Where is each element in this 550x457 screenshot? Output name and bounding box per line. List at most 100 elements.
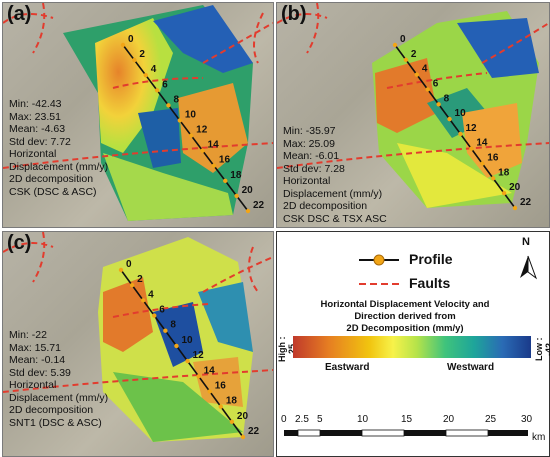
stats-block: Min: -35.97 Max: 25.09 Mean: -6.01 Std d…: [283, 125, 387, 225]
faults-label: Faults: [409, 275, 451, 291]
panel-label: (a): [7, 3, 32, 25]
profile-point: [200, 148, 205, 153]
profile-point: [118, 267, 124, 273]
colorbar-title-line-3: 2D Decomposition (mm/y): [346, 323, 464, 334]
profile-tick-label: 18: [226, 396, 238, 407]
legend-panel: Profile Faults N Horizontal Displacement…: [276, 231, 550, 457]
westward-label: Westward: [447, 362, 495, 373]
profile-tick-label: 14: [204, 365, 216, 376]
stat-line-6: Displacement (mm/y): [9, 391, 109, 404]
profile-tick-label: 6: [159, 305, 165, 316]
colorbar-high-label: High : 25: [277, 336, 297, 362]
profile-tick-label: 16: [215, 380, 227, 391]
profile-point: [223, 178, 228, 184]
profile-tick-label: 16: [219, 155, 231, 166]
profile-tick-label: 6: [433, 78, 439, 89]
scale-tick-1: 2.5: [295, 414, 309, 425]
profile-point: [177, 118, 183, 123]
profile-tick-label: 10: [181, 335, 193, 346]
stat-std: Std dev: 5.39: [9, 366, 71, 379]
stat-line-6: Displacement (mm/y): [283, 187, 383, 200]
profile-tick-label: 8: [170, 320, 176, 331]
scale-tick-2: 5: [317, 414, 323, 425]
scale-tick-3: 10: [357, 414, 369, 425]
profile-point: [185, 358, 190, 364]
profile-point: [414, 72, 420, 77]
profile-point: [188, 133, 194, 138]
profile-tick-label: 12: [196, 125, 208, 136]
profile-point: [129, 282, 135, 288]
stat-line-7: 2D decomposition: [9, 404, 94, 416]
profile-tick-label: 4: [148, 289, 154, 300]
stat-line-6: Displacement (mm/y): [9, 160, 109, 173]
profile-point: [154, 88, 160, 93]
profile-point: [207, 389, 212, 394]
panel-label: (c): [7, 232, 32, 254]
colorbar-title: Horizontal Displacement Velocity and Dir…: [295, 299, 515, 335]
stat-mean: Mean: -4.63: [9, 123, 66, 135]
profile-point: [218, 404, 224, 409]
profile-point: [132, 57, 137, 63]
profile-tick-label: 10: [185, 109, 197, 120]
profile-point: [403, 57, 409, 63]
stat-std: Std dev: 7.72: [9, 135, 71, 148]
stat-std: Std dev: 7.28: [283, 162, 345, 175]
profile-point: [211, 163, 217, 168]
profile-point: [436, 102, 441, 107]
stat-max: Max: 25.09: [283, 137, 335, 150]
profile-point: [447, 116, 452, 122]
profile-tick-label: 18: [498, 167, 510, 178]
colorbar-title-line-1: Horizontal Displacement Velocity and: [320, 299, 490, 310]
profile-point: [490, 176, 496, 181]
profile-point: [480, 161, 485, 166]
profile-tick-label: 4: [151, 64, 157, 75]
profile-tick-label: 12: [465, 123, 477, 134]
profile-point: [196, 374, 201, 379]
eastward-label: Eastward: [325, 362, 370, 373]
stat-line-8: CSK (DSC & ASC): [9, 185, 97, 198]
profile-tick-label: 12: [193, 350, 205, 361]
profile-tick-label: 22: [253, 200, 265, 211]
profile-point: [163, 328, 168, 333]
stat-max: Max: 15.71: [9, 341, 61, 354]
stats-block: Min: -22 Max: 15.71 Mean: -0.14 Std dev:…: [9, 329, 108, 429]
stat-mean: Mean: -6.01: [283, 150, 340, 162]
profile-point: [143, 72, 148, 78]
stat-line-7: 2D decomposition: [9, 173, 94, 185]
stat-line-7: 2D decomposition: [283, 200, 368, 212]
profile-tick-label: 0: [126, 259, 132, 270]
profile-tick-label: 0: [128, 34, 134, 45]
profile-marker-icon: [373, 254, 385, 266]
map-panel-b: 0 2 4 6 8 10 12 14 16 18 20 22 (b) Min: -35.97 Max:…: [276, 2, 550, 228]
profile-point: [229, 419, 235, 425]
profile-tick-label: 6: [162, 79, 168, 90]
stat-line-5: Horizontal: [9, 148, 57, 160]
profile-point: [392, 42, 398, 48]
profile-point: [501, 190, 507, 196]
north-arrow-icon: [520, 255, 538, 280]
profile-tick-label: 8: [173, 94, 179, 105]
profile-point: [469, 146, 474, 151]
profile-tick-label: 2: [411, 49, 417, 60]
profile-point: [245, 208, 251, 214]
profile-tick-label: 20: [242, 185, 254, 196]
stat-min: Min: -22: [9, 329, 47, 341]
profile-point: [234, 193, 239, 199]
profile-tick-label: 8: [444, 93, 450, 104]
profile-point: [120, 42, 126, 48]
profile-tick-label: 4: [422, 64, 428, 75]
scale-bar: 0 2.5 5 10 15 20 25 30 km: [281, 414, 545, 454]
profile-tick-label: 18: [230, 170, 242, 181]
profile-tick-label: 0: [400, 34, 406, 45]
scale-tick-0: 0: [281, 414, 287, 425]
profile-tick-label: 2: [139, 49, 145, 60]
profile-tick-label: 2: [137, 274, 143, 285]
stat-line-8: SNT1 (DSC & ASC): [9, 416, 102, 429]
panel-label: (b): [281, 3, 307, 25]
stat-line-5: Horizontal: [283, 175, 331, 187]
profile-label: Profile: [409, 251, 453, 267]
